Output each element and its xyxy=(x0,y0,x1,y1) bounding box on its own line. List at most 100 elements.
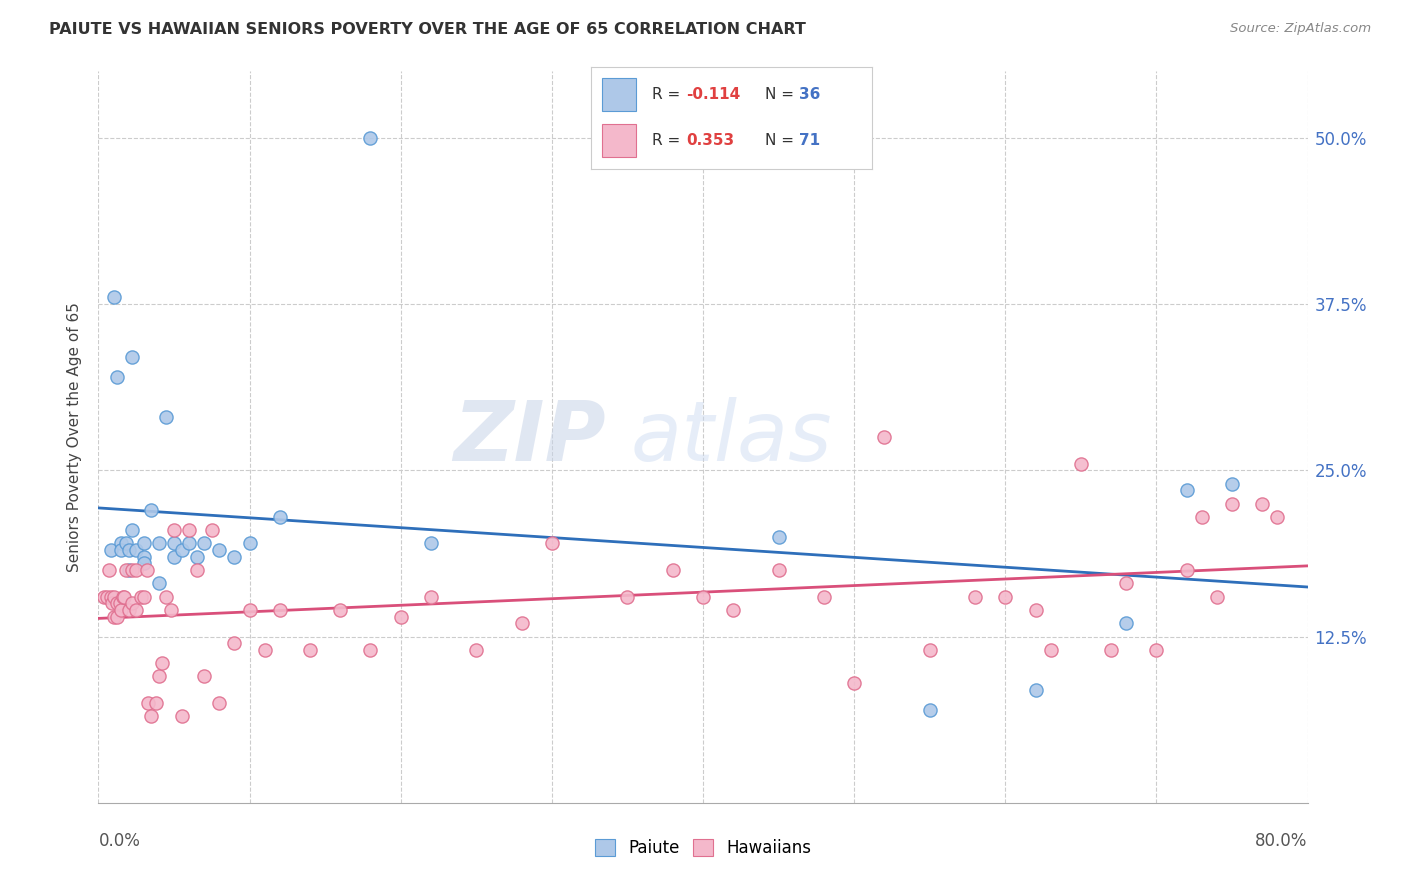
Point xyxy=(118,563,141,577)
Point xyxy=(186,549,208,564)
Point xyxy=(125,543,148,558)
Point xyxy=(193,669,215,683)
Point xyxy=(170,543,193,558)
Point xyxy=(121,563,143,577)
Point xyxy=(360,131,382,145)
Text: N =: N = xyxy=(765,133,799,148)
Point xyxy=(616,590,638,604)
Point xyxy=(170,709,193,723)
Point xyxy=(1099,643,1122,657)
Point xyxy=(420,590,443,604)
Point xyxy=(114,536,136,550)
Point xyxy=(114,563,136,577)
Point xyxy=(179,523,201,537)
Text: R =: R = xyxy=(652,133,686,148)
Point xyxy=(110,543,132,558)
Point xyxy=(208,696,231,710)
Point xyxy=(723,603,745,617)
Point xyxy=(224,549,246,564)
Point xyxy=(1191,509,1213,524)
Point xyxy=(125,563,148,577)
Point xyxy=(100,590,122,604)
Point xyxy=(1175,483,1198,498)
Point xyxy=(103,290,125,304)
Point xyxy=(269,509,291,524)
Point xyxy=(1039,643,1062,657)
Point xyxy=(1144,643,1167,657)
Point xyxy=(1115,576,1137,591)
Point xyxy=(163,523,186,537)
Text: N =: N = xyxy=(765,87,799,102)
Point xyxy=(193,536,215,550)
Point xyxy=(121,596,143,610)
Point xyxy=(239,603,262,617)
Y-axis label: Seniors Poverty Over the Age of 65: Seniors Poverty Over the Age of 65 xyxy=(67,302,83,572)
Legend: Paiute, Hawaiians: Paiute, Hawaiians xyxy=(588,832,818,864)
Text: 36: 36 xyxy=(799,87,820,102)
Text: 71: 71 xyxy=(799,133,820,148)
Point xyxy=(873,430,896,444)
Point xyxy=(136,696,159,710)
Point xyxy=(141,709,163,723)
Point xyxy=(201,523,224,537)
Point xyxy=(389,609,412,624)
Text: 0.0%: 0.0% xyxy=(98,832,141,850)
Point xyxy=(813,590,835,604)
Point xyxy=(163,536,186,550)
Point xyxy=(118,543,141,558)
Text: -0.114: -0.114 xyxy=(686,87,741,102)
Point xyxy=(121,523,143,537)
Point xyxy=(208,543,231,558)
Point xyxy=(105,609,128,624)
FancyBboxPatch shape xyxy=(602,78,636,111)
Point xyxy=(1024,682,1046,697)
Point xyxy=(103,609,125,624)
Point xyxy=(1220,497,1243,511)
Point xyxy=(1070,457,1092,471)
Point xyxy=(118,603,141,617)
Point xyxy=(1175,563,1198,577)
Point xyxy=(129,590,152,604)
Point xyxy=(148,576,170,591)
Point xyxy=(150,656,173,670)
Point xyxy=(103,590,125,604)
Point xyxy=(132,557,155,571)
Text: 0.353: 0.353 xyxy=(686,133,734,148)
Point xyxy=(110,536,132,550)
Point xyxy=(163,549,186,564)
Point xyxy=(329,603,352,617)
Point xyxy=(141,503,163,517)
Point xyxy=(1206,590,1229,604)
Point xyxy=(239,536,262,550)
Point xyxy=(510,616,533,631)
Point xyxy=(844,676,866,690)
Point xyxy=(768,563,790,577)
Point xyxy=(186,563,208,577)
Point xyxy=(299,643,322,657)
Point xyxy=(132,590,155,604)
Point xyxy=(98,563,121,577)
Point xyxy=(112,590,135,604)
Point xyxy=(155,590,177,604)
Point xyxy=(965,590,987,604)
Point xyxy=(269,603,291,617)
Point xyxy=(148,536,170,550)
Point xyxy=(692,590,714,604)
Point xyxy=(148,669,170,683)
Point xyxy=(994,590,1017,604)
Point xyxy=(1115,616,1137,631)
Point xyxy=(93,590,115,604)
Text: 80.0%: 80.0% xyxy=(1256,832,1308,850)
Point xyxy=(768,530,790,544)
Text: ZIP: ZIP xyxy=(454,397,606,477)
Point xyxy=(132,549,155,564)
Point xyxy=(105,596,128,610)
Point xyxy=(101,596,124,610)
Point xyxy=(360,643,382,657)
Point xyxy=(155,410,177,425)
Point xyxy=(1251,497,1274,511)
Point xyxy=(253,643,276,657)
Point xyxy=(1024,603,1046,617)
Text: atlas: atlas xyxy=(630,397,832,477)
Point xyxy=(110,603,132,617)
